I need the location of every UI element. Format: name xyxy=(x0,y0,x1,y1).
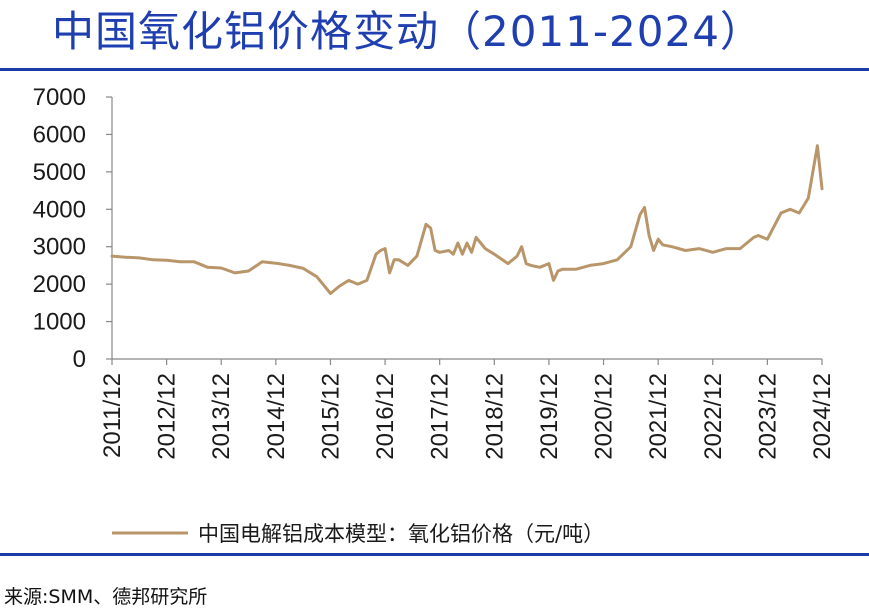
x-tick-label: 2022/12 xyxy=(700,373,727,460)
x-tick-label: 2013/12 xyxy=(208,373,235,460)
y-tick-label: 7000 xyxy=(33,84,86,111)
title-divider xyxy=(0,68,869,71)
series-lines xyxy=(110,144,824,295)
x-tick-label: 2023/12 xyxy=(754,373,781,460)
legend-label: 中国电解铝成本模型：氧化铝价格（元/吨） xyxy=(198,522,604,546)
y-axis-ticks: 0 1000 2000 3000 4000 5000 6000 7000 xyxy=(33,84,112,373)
y-tick-label: 3000 xyxy=(33,234,86,261)
y-tick-label: 0 xyxy=(73,346,86,373)
x-tick-label: 2024/12 xyxy=(809,373,836,460)
chart-axes xyxy=(111,97,822,360)
x-tick-label: 2016/12 xyxy=(372,373,399,460)
x-tick-label: 2020/12 xyxy=(591,373,618,460)
x-tick-label: 2012/12 xyxy=(154,373,181,460)
x-tick-label: 2021/12 xyxy=(645,373,672,460)
x-tick-label: 2017/12 xyxy=(427,373,454,460)
y-tick-label: 1000 xyxy=(33,309,86,336)
x-tick-label: 2014/12 xyxy=(263,373,290,460)
x-axis-ticks: 2011/12 2012/12 2013/12 2014/12 2015/12 2016/… xyxy=(99,359,836,460)
x-tick-label: 2011/12 xyxy=(99,373,126,458)
y-tick-label: 2000 xyxy=(33,271,86,298)
x-tick-label: 2019/12 xyxy=(536,373,563,460)
series-line-0 xyxy=(110,144,824,295)
y-tick-label: 6000 xyxy=(33,121,86,148)
source-note: 来源:SMM、德邦研究所 xyxy=(4,586,208,608)
footer-divider xyxy=(0,553,869,556)
x-tick-label: 2015/12 xyxy=(317,373,344,460)
y-tick-label: 4000 xyxy=(33,196,86,223)
y-tick-label: 5000 xyxy=(33,159,86,186)
page-title: 中国氧化铝价格变动（2011-2024） xyxy=(52,7,763,56)
chart-legend: 中国电解铝成本模型：氧化铝价格（元/吨） xyxy=(112,522,604,546)
x-tick-label: 2018/12 xyxy=(481,373,508,460)
